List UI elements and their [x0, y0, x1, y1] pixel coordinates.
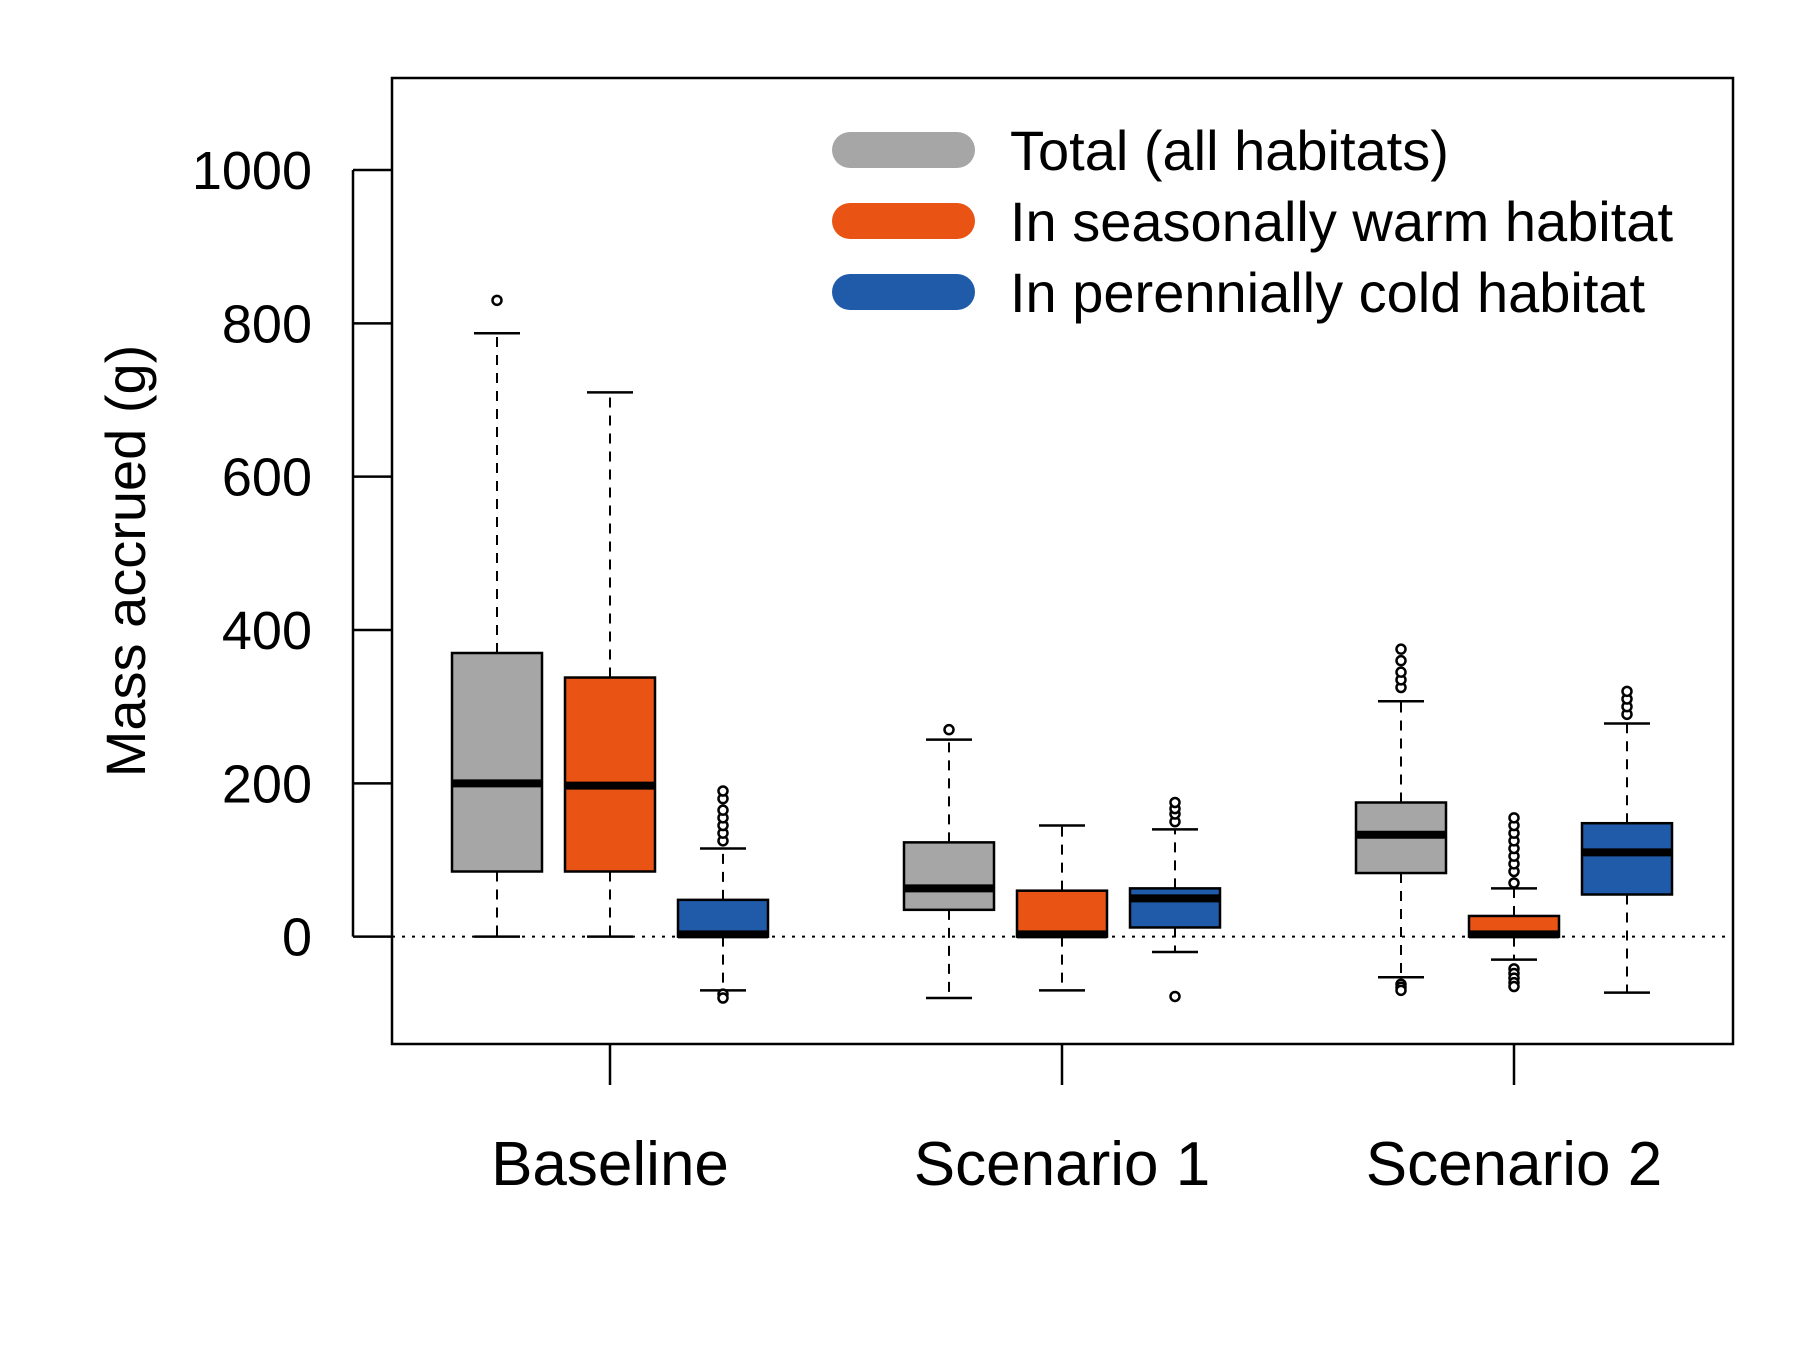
iqr-box: [450, 651, 544, 873]
legend-label-1: Total (all habitats): [1010, 119, 1449, 182]
legend-label-3: In perennially cold habitat: [1010, 261, 1646, 324]
x-tick-label: Scenario 2: [1366, 1130, 1662, 1199]
outlier-point: [1508, 980, 1520, 993]
y-tick-label: 200: [222, 754, 312, 814]
outlier-point: [717, 804, 729, 816]
box-in-seasonally-warm-habitat-scenario-1: [1015, 824, 1109, 992]
outlier-point: [1395, 666, 1407, 678]
box-in-seasonally-warm-habitat-scenario-2: [1467, 812, 1561, 993]
iqr-box: [1128, 887, 1222, 929]
box-in-perennially-cold-habitat-scenario-2: [1580, 685, 1674, 994]
outlier-point: [1621, 685, 1633, 698]
iqr-box: [1015, 889, 1109, 938]
iqr-box: [1580, 821, 1674, 896]
box-total-all-habitats--scenario-1: [902, 723, 996, 1000]
outlier-point: [1395, 654, 1407, 667]
box-total-all-habitats--baseline: [450, 294, 544, 938]
iqr-box: [563, 676, 657, 873]
outlier-point: [1508, 877, 1520, 889]
y-tick-label: 1000: [192, 141, 312, 201]
y-tick-label: 400: [222, 601, 312, 661]
outlier-point: [717, 785, 729, 797]
x-tick-label: Scenario 1: [914, 1130, 1210, 1199]
outlier-point: [491, 294, 503, 307]
y-tick-label: 600: [222, 448, 312, 508]
outlier-point: [1395, 643, 1407, 655]
y-tick-label: 0: [282, 908, 312, 968]
x-tick-label: Baseline: [491, 1130, 729, 1199]
outlier-point: [1508, 812, 1520, 824]
outlier-point: [1395, 984, 1407, 997]
y-axis-label: Mass accrued (g): [94, 345, 157, 778]
outlier-point: [943, 723, 955, 736]
outlier-point: [1169, 796, 1181, 809]
box-in-perennially-cold-habitat-scenario-1: [1128, 796, 1222, 1003]
box-in-seasonally-warm-habitat-baseline: [563, 391, 657, 938]
box-in-perennially-cold-habitat-baseline: [676, 785, 770, 1004]
box-total-all-habitats--scenario-2: [1354, 643, 1448, 997]
legend-label-2: In seasonally warm habitat: [1010, 190, 1673, 253]
outlier-point: [717, 992, 729, 1004]
y-tick-label: 800: [222, 294, 312, 354]
outlier-point: [1169, 990, 1181, 1003]
iqr-box: [902, 841, 996, 912]
